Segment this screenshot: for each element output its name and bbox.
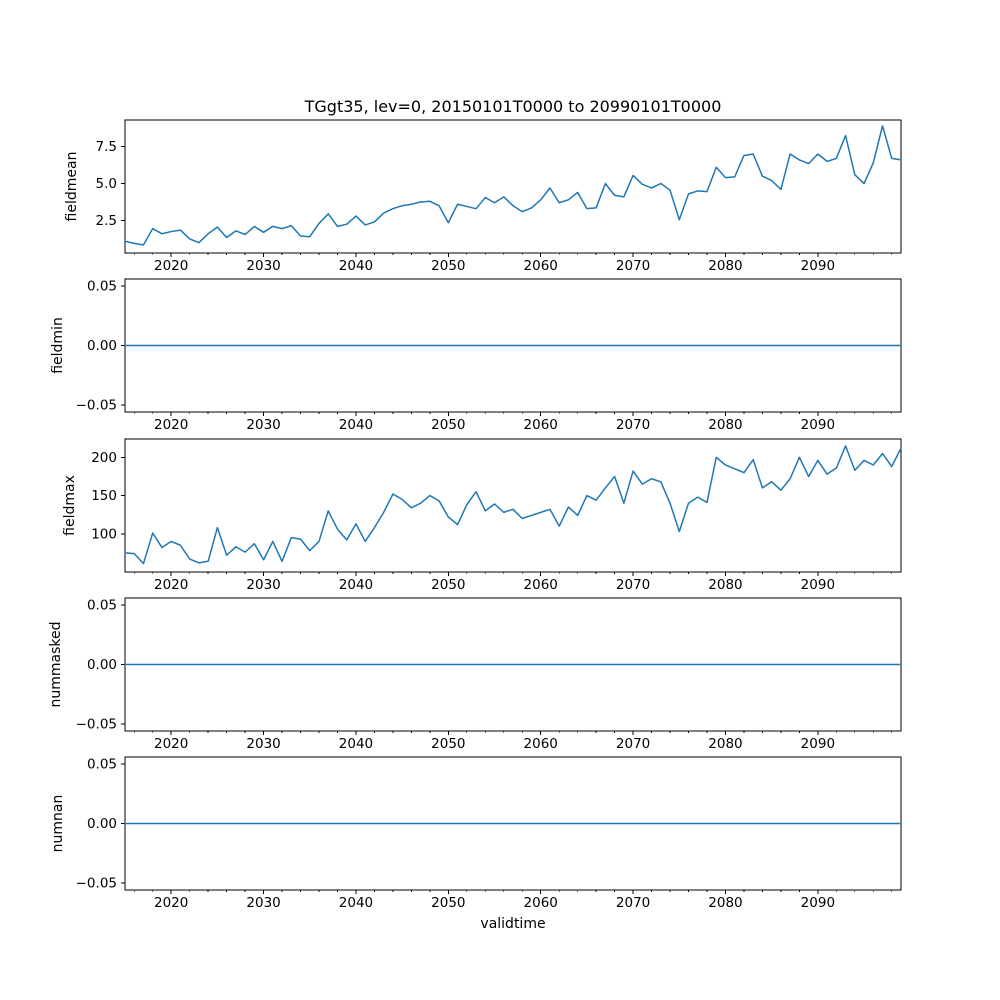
y-tick-label: 5.0 bbox=[96, 176, 117, 192]
x-tick-label: 2020 bbox=[154, 577, 188, 593]
x-tick-label: 2080 bbox=[708, 577, 742, 593]
x-tick-label: 2030 bbox=[246, 258, 280, 274]
data-line-fieldmax bbox=[124, 445, 902, 565]
x-tick-label: 2070 bbox=[616, 895, 650, 911]
ylabel-nummasked: nummasked bbox=[48, 621, 64, 707]
y-tick-label: 200 bbox=[91, 450, 117, 466]
x-tick-label: 2060 bbox=[524, 577, 558, 593]
x-tick-label: 2080 bbox=[708, 417, 742, 433]
x-tick-label: 2030 bbox=[246, 736, 280, 752]
ylabel-fieldmax: fieldmax bbox=[62, 475, 78, 536]
x-tick-label: 2040 bbox=[339, 736, 373, 752]
y-tick-label: −0.05 bbox=[76, 875, 117, 891]
x-tick-label: 2090 bbox=[801, 258, 835, 274]
subplot-fieldmax: 100 150 200 2020 2030 2040 2050 2060 2070 2080 209… bbox=[91, 438, 902, 593]
x-tick-label: 2090 bbox=[801, 895, 835, 911]
xlabel-validtime: validtime bbox=[480, 916, 546, 932]
x-tick-label: 2050 bbox=[431, 417, 465, 433]
x-tick-label: 2060 bbox=[524, 895, 558, 911]
ylabel-fieldmean: fieldmean bbox=[64, 152, 80, 222]
x-tick-label: 2050 bbox=[431, 577, 465, 593]
x-tick-label: 2040 bbox=[339, 577, 373, 593]
y-tick-label: 0.05 bbox=[87, 279, 117, 295]
y-tick-label: 0.00 bbox=[87, 338, 117, 354]
x-tick-label: 2070 bbox=[616, 736, 650, 752]
ylabel-numnan: numnan bbox=[50, 795, 66, 853]
y-tick-label: 0.05 bbox=[87, 757, 117, 773]
x-tick-label: 2070 bbox=[616, 577, 650, 593]
x-tick-label: 2040 bbox=[339, 258, 373, 274]
x-tick-label: 2070 bbox=[616, 417, 650, 433]
y-tick-label: 150 bbox=[91, 488, 117, 504]
axes-box-fieldmax bbox=[124, 438, 902, 573]
x-tick-label: 2020 bbox=[154, 895, 188, 911]
x-tick-label: 2020 bbox=[154, 417, 188, 433]
ylabel-fieldmin: fieldmin bbox=[50, 317, 66, 374]
x-tick-label: 2050 bbox=[431, 895, 465, 911]
x-tick-label: 2020 bbox=[154, 258, 188, 274]
x-tick-label: 2060 bbox=[524, 736, 558, 752]
x-tick-label: 2050 bbox=[431, 736, 465, 752]
x-tick-label: 2040 bbox=[339, 417, 373, 433]
x-tick-label: 2090 bbox=[801, 417, 835, 433]
y-tick-label: 100 bbox=[91, 526, 117, 542]
subplot-numnan: −0.05 0.00 0.05 2020 2030 2040 2050 2060 2070 208… bbox=[76, 756, 902, 911]
subplot-fieldmin: −0.05 0.00 0.05 2020 2030 2040 2050 2060 2070 208… bbox=[76, 278, 902, 433]
x-tick-label: 2040 bbox=[339, 895, 373, 911]
axes-box-fieldmean bbox=[124, 119, 902, 254]
chart-title: TGgt35, lev=0, 20150101T0000 to 20990101… bbox=[304, 97, 722, 116]
x-tick-label: 2090 bbox=[801, 736, 835, 752]
x-tick-label: 2020 bbox=[154, 736, 188, 752]
y-tick-label: 0.05 bbox=[87, 598, 117, 614]
y-tick-label: 0.00 bbox=[87, 816, 117, 832]
subplot-fieldmean: 2.5 5.0 7.5 2020 2030 2040 2050 2060 2070 2080 209… bbox=[96, 119, 902, 274]
x-tick-label: 2030 bbox=[246, 895, 280, 911]
subplot-nummasked: −0.05 0.00 0.05 2020 2030 2040 2050 2060 2070 208… bbox=[76, 597, 902, 752]
y-tick-label: 2.5 bbox=[96, 213, 117, 229]
x-tick-label: 2080 bbox=[708, 895, 742, 911]
y-tick-label: −0.05 bbox=[76, 397, 117, 413]
y-tick-label: −0.05 bbox=[76, 716, 117, 732]
x-tick-label: 2060 bbox=[524, 258, 558, 274]
x-tick-label: 2070 bbox=[616, 258, 650, 274]
x-tick-label: 2030 bbox=[246, 577, 280, 593]
x-tick-label: 2080 bbox=[708, 258, 742, 274]
x-tick-label: 2050 bbox=[431, 258, 465, 274]
y-tick-label: 0.00 bbox=[87, 657, 117, 673]
x-tick-label: 2060 bbox=[524, 417, 558, 433]
x-tick-label: 2030 bbox=[246, 417, 280, 433]
y-tick-label: 7.5 bbox=[96, 139, 117, 155]
x-tick-label: 2090 bbox=[801, 577, 835, 593]
data-line-fieldmean bbox=[124, 125, 902, 246]
x-tick-label: 2080 bbox=[708, 736, 742, 752]
